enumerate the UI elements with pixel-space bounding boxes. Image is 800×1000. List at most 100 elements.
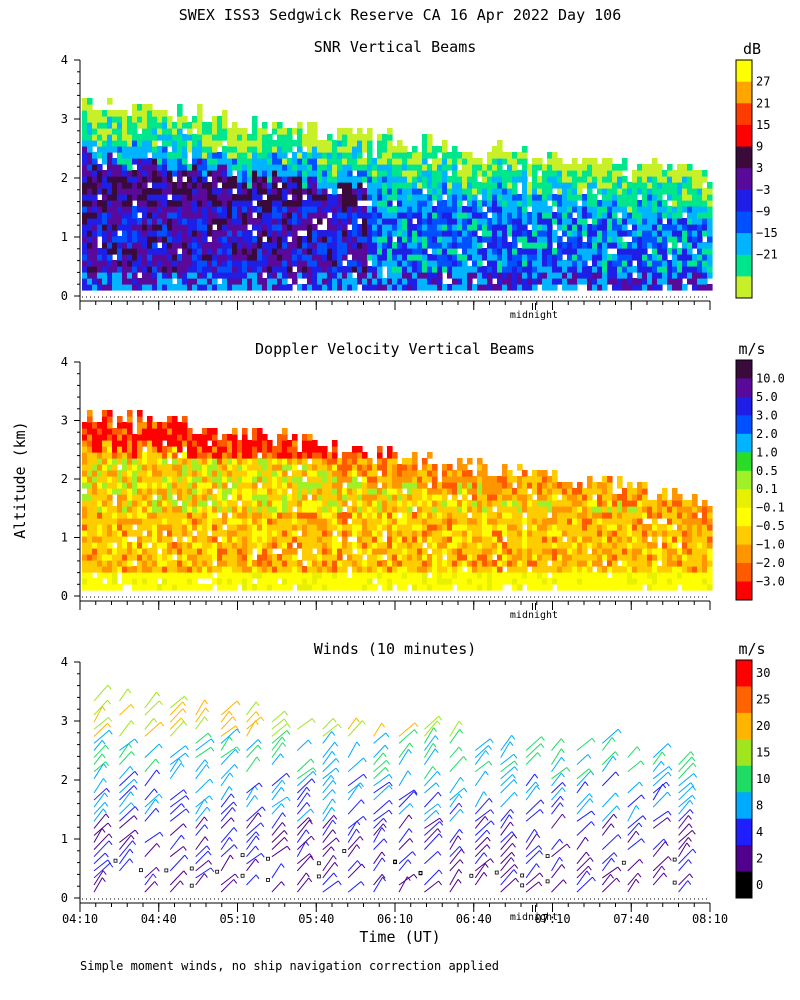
- field-cell-0-616: [187, 248, 193, 255]
- field-cell-0-2925: [687, 170, 693, 177]
- field-cell-0-2574: [602, 278, 608, 285]
- field-cell-1-763: [222, 446, 228, 453]
- field-cell-1-869: [247, 566, 253, 573]
- field-cell-0-740: [207, 170, 213, 177]
- field-cell-1-1462: [372, 476, 378, 483]
- field-cell-0-1581: [372, 200, 378, 207]
- field-cell-0-1139: [282, 182, 288, 189]
- field-cell-1-1757: [447, 566, 453, 573]
- field-cell-0-2031: [467, 158, 473, 165]
- field-cell-1-887: [247, 458, 253, 465]
- field-cell-1-672: [207, 584, 213, 591]
- field-cell-0-2446: [567, 200, 573, 207]
- field-cell-1-1515: [387, 524, 393, 531]
- field-cell-0-82: [92, 176, 98, 183]
- field-cell-1-1853: [472, 584, 478, 591]
- field-cell-1-1207: [317, 554, 323, 561]
- field-cell-0-2461: [572, 236, 578, 243]
- field-cell-0-1401: [337, 242, 343, 249]
- field-cell-1-112: [102, 584, 108, 591]
- field-cell-1-1230: [322, 560, 328, 567]
- field-cell-0-1549: [367, 236, 373, 243]
- field-cell-0-1826: [422, 158, 428, 165]
- field-cell-1-350: [142, 452, 148, 459]
- field-cell-1-1694: [427, 452, 433, 459]
- field-cell-1-1216: [317, 500, 323, 507]
- field-cell-0-978: [252, 182, 258, 189]
- field-cell-0-2732: [642, 266, 648, 273]
- field-cell-0-153: [107, 254, 113, 261]
- field-cell-0-1488: [352, 176, 358, 183]
- field-cell-0-469: [157, 110, 163, 117]
- field-cell-1-1075: [287, 524, 293, 531]
- field-cell-0-2152: [497, 188, 503, 195]
- field-cell-0-150: [107, 272, 113, 279]
- field-cell-1-1851: [467, 470, 473, 477]
- field-cell-1-274: [127, 416, 133, 423]
- field-cell-1-842: [242, 566, 248, 573]
- field-cell-0-198: [112, 164, 118, 171]
- field-cell-0-2709: [637, 284, 643, 291]
- field-cell-0-2474: [577, 278, 583, 285]
- field-cell-1-635: [197, 494, 203, 501]
- field-cell-1-1210: [317, 536, 323, 543]
- field-cell-0-343: [137, 158, 143, 165]
- field-cell-0-1215: [297, 152, 303, 159]
- field-cell-1-93: [97, 530, 103, 537]
- field-cell-0-2742: [642, 206, 648, 213]
- field-cell-1-465: [167, 566, 173, 573]
- field-cell-0-2778: [652, 236, 658, 243]
- field-cell-0-1042: [267, 284, 273, 291]
- field-cell-0-2694: [632, 254, 638, 261]
- field-cell-1-35: [87, 536, 93, 543]
- field-cell-0-2783: [652, 206, 658, 213]
- field-cell-0-1331: [322, 230, 328, 237]
- field-cell-1-97: [97, 506, 103, 513]
- field-cell-1-490: [172, 584, 178, 591]
- field-cell-0-889: [237, 260, 243, 267]
- field-cell-0-1424: [342, 254, 348, 261]
- field-cell-0-2172: [502, 218, 508, 225]
- field-cell-1-551: [182, 524, 188, 531]
- field-cell-0-608: [182, 122, 188, 129]
- field-cell-1-459: [162, 434, 168, 441]
- field-cell-0-141: [102, 146, 108, 153]
- field-cell-0-206: [112, 110, 118, 117]
- field-cell-0-1594: [377, 254, 383, 261]
- field-cell-0-1803: [417, 164, 423, 171]
- field-cell-1-249: [127, 572, 133, 579]
- field-cell-1-1777: [452, 560, 458, 567]
- field-cell-0-1206: [297, 206, 303, 213]
- field-cell-0-2117: [492, 254, 498, 261]
- field-cell-0-1889: [437, 218, 443, 225]
- field-cell-0-2063: [477, 224, 483, 231]
- field-cell-1-1240: [322, 500, 328, 507]
- field-cell-1-693: [207, 434, 213, 441]
- field-cell-0-2300: [532, 218, 538, 225]
- field-cell-0-2223: [512, 176, 518, 183]
- field-cell-1-386: [152, 566, 158, 573]
- field-cell-0-2633: [612, 170, 618, 177]
- field-cell-0-2882: [677, 194, 683, 201]
- field-cell-1-455: [162, 464, 168, 471]
- field-cell-0-1926: [447, 260, 453, 267]
- field-cell-1-414: [157, 554, 163, 561]
- field-cell-1-1594: [407, 566, 413, 573]
- field-cell-1-973: [267, 542, 273, 549]
- field-cell-0-133: [102, 200, 108, 207]
- field-cell-1-1764: [447, 524, 453, 531]
- field-cell-0-1622: [382, 230, 388, 237]
- field-cell-1-1705: [432, 524, 438, 531]
- field-cell-0-1547: [367, 248, 373, 255]
- field-cell-0-2906: [682, 164, 688, 171]
- field-cell-1-1658: [422, 566, 428, 573]
- field-cell-1-1060: [282, 452, 288, 459]
- field-cell-1-592: [187, 446, 193, 453]
- field-cell-1-1501: [382, 476, 388, 483]
- field-cell-1-1637: [417, 572, 423, 579]
- field-cell-0-45: [87, 206, 93, 213]
- field-cell-0-2624: [612, 224, 618, 231]
- field-cell-0-1007: [257, 182, 263, 189]
- field-cell-1-299: [137, 584, 143, 591]
- field-cell-1-349: [142, 458, 148, 465]
